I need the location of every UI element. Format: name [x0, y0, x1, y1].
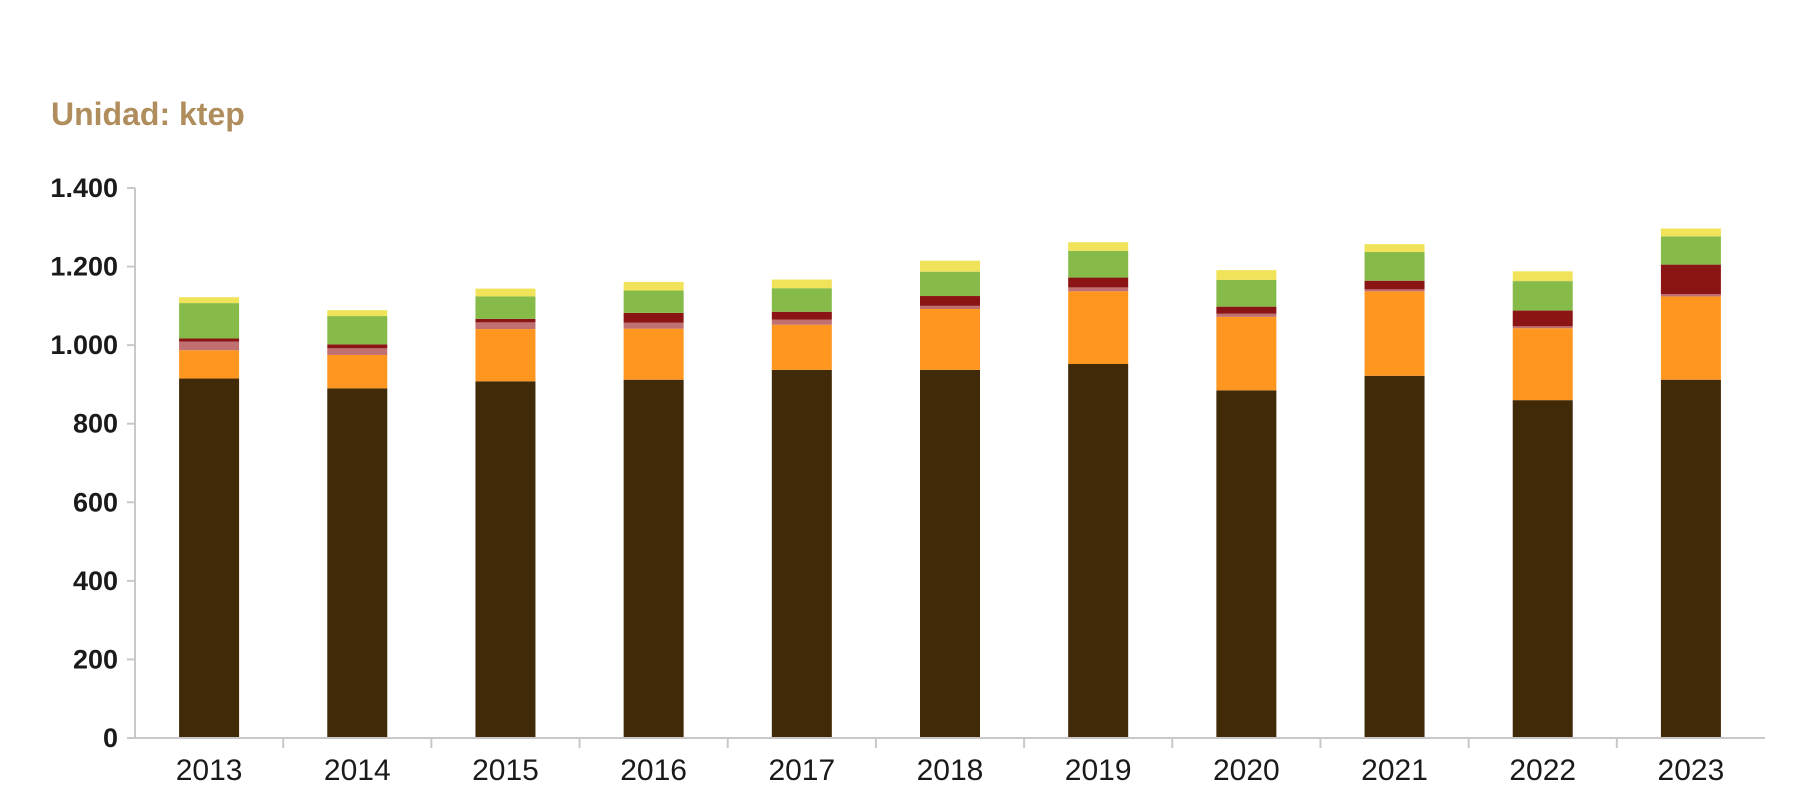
- y-tick-label: 600: [73, 487, 118, 517]
- bar-segment: [1068, 364, 1129, 738]
- bar-segment: [475, 322, 536, 330]
- bar-segment: [1068, 250, 1129, 278]
- x-tick-label: 2021: [1361, 754, 1428, 787]
- x-axis-ticks: 2013 2014 2015 2016 2017 2018 2019 2020 2021 2022…: [176, 738, 1725, 787]
- x-tick-label: 2013: [176, 754, 243, 787]
- bar-segment: [771, 311, 832, 320]
- bar-segment: [1216, 313, 1277, 317]
- bar-segment: [1660, 236, 1721, 265]
- bar-segment: [1660, 379, 1721, 738]
- bar-segment: [1216, 270, 1277, 280]
- bar-segment: [1660, 296, 1721, 380]
- bar-segment: [771, 319, 832, 325]
- y-tick-label: 800: [73, 409, 118, 439]
- bar-segment: [1216, 316, 1277, 391]
- y-axis-ticks: 0 200 400 600 800 1.000 1.200 1.400: [50, 173, 135, 753]
- bar-segment: [327, 348, 388, 355]
- bar-segment: [623, 379, 684, 738]
- x-tick-label: 2018: [917, 754, 984, 787]
- bar-segment: [623, 322, 684, 329]
- bar-segment: [1364, 280, 1425, 290]
- bar-segment: [1512, 328, 1573, 401]
- bar-segment: [1364, 289, 1425, 292]
- x-tick-label: 2020: [1213, 754, 1280, 787]
- x-tick-label: 2023: [1658, 754, 1725, 787]
- bar-segment: [623, 328, 684, 380]
- bar-segment: [475, 381, 536, 738]
- y-tick-label: 0: [103, 723, 118, 753]
- bar-segment: [475, 296, 536, 319]
- bar-segment: [179, 303, 240, 339]
- bar-segment: [920, 296, 980, 306]
- bar-segment: [1512, 281, 1573, 311]
- bar-segment: [920, 305, 980, 309]
- bar-segment: [475, 318, 536, 323]
- bar-segment: [771, 324, 832, 370]
- bar-segment: [327, 316, 388, 345]
- bar-segment: [179, 350, 240, 379]
- bar-segment: [1364, 375, 1425, 738]
- bars: [179, 228, 1721, 738]
- x-tick-label: 2015: [472, 754, 539, 787]
- bar-segment: [1364, 244, 1425, 253]
- bar-segment: [623, 290, 684, 313]
- x-tick-label: 2019: [1065, 754, 1132, 787]
- bar-segment: [179, 341, 240, 351]
- bar-segment: [1216, 390, 1277, 738]
- bar-segment: [1216, 279, 1277, 307]
- bar-segment: [1512, 326, 1573, 329]
- bar-segment: [475, 329, 536, 382]
- bar-segment: [1068, 277, 1129, 288]
- x-tick-label: 2016: [620, 754, 687, 787]
- bar-segment: [327, 388, 388, 738]
- bar-segment: [327, 310, 388, 317]
- bar-segment: [475, 288, 536, 297]
- y-tick-label: 1.400: [50, 173, 118, 203]
- bar-segment: [1660, 294, 1721, 297]
- y-tick-label: 400: [73, 566, 118, 596]
- y-tick-label: 1.200: [50, 252, 118, 282]
- bar-segment: [920, 271, 980, 297]
- y-tick-label: 200: [73, 644, 118, 674]
- bar-segment: [1068, 291, 1129, 364]
- bar-segment: [771, 279, 832, 289]
- bar-segment: [771, 288, 832, 312]
- bar-segment: [327, 354, 388, 389]
- bar-segment: [920, 260, 980, 272]
- bar-segment: [623, 281, 684, 291]
- unit-label: Unidad: ktep: [51, 96, 245, 132]
- bar-segment: [920, 369, 980, 738]
- bar-segment: [1364, 252, 1425, 281]
- bar-segment: [179, 378, 240, 738]
- bar-segment: [1068, 287, 1129, 292]
- bar-segment: [327, 344, 388, 349]
- bar-segment: [1216, 306, 1277, 314]
- bar-segment: [1068, 242, 1129, 251]
- bar-segment: [771, 369, 832, 738]
- bar-segment: [1512, 400, 1573, 738]
- bar-segment: [1364, 291, 1425, 376]
- x-tick-label: 2014: [324, 754, 391, 787]
- bar-segment: [1660, 264, 1721, 295]
- x-tick-label: 2022: [1509, 754, 1576, 787]
- bar-segment: [623, 312, 684, 323]
- bar-segment: [920, 309, 980, 370]
- bar-segment: [1512, 271, 1573, 282]
- y-tick-label: 1.000: [50, 330, 118, 360]
- bar-segment: [179, 297, 240, 304]
- x-tick-label: 2017: [768, 754, 835, 787]
- bar-segment: [1660, 228, 1721, 237]
- bar-segment: [179, 338, 240, 342]
- bar-segment: [1512, 310, 1573, 327]
